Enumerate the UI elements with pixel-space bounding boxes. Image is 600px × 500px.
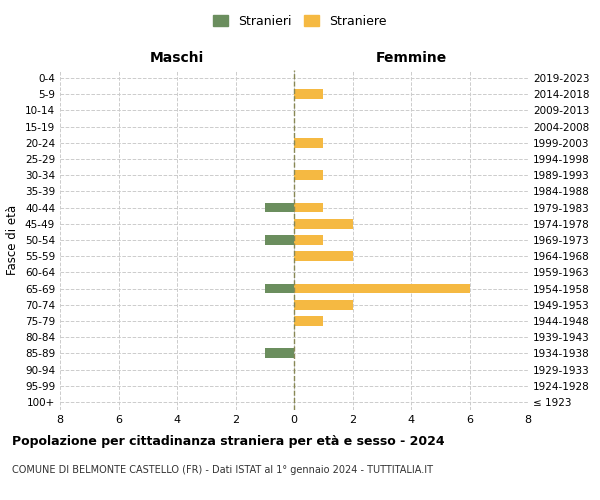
Y-axis label: Anni di nascita: Anni di nascita [598, 196, 600, 284]
Bar [265, 284, 294, 294]
Bar [294, 90, 323, 99]
Text: Femmine: Femmine [376, 51, 446, 65]
Bar [265, 203, 294, 212]
Bar [294, 300, 353, 310]
Bar [294, 203, 323, 212]
Bar [294, 284, 470, 294]
Legend: Stranieri, Straniere: Stranieri, Straniere [209, 11, 391, 32]
Text: Maschi: Maschi [150, 51, 204, 65]
Y-axis label: Fasce di età: Fasce di età [7, 205, 19, 275]
Text: Popolazione per cittadinanza straniera per età e sesso - 2024: Popolazione per cittadinanza straniera p… [12, 435, 445, 448]
Bar [294, 252, 353, 261]
Text: COMUNE DI BELMONTE CASTELLO (FR) - Dati ISTAT al 1° gennaio 2024 - TUTTITALIA.IT: COMUNE DI BELMONTE CASTELLO (FR) - Dati … [12, 465, 433, 475]
Bar [294, 170, 323, 180]
Bar [294, 235, 323, 245]
Bar [294, 138, 323, 147]
Bar [294, 219, 353, 228]
Bar [265, 235, 294, 245]
Bar [294, 316, 323, 326]
Bar [265, 348, 294, 358]
